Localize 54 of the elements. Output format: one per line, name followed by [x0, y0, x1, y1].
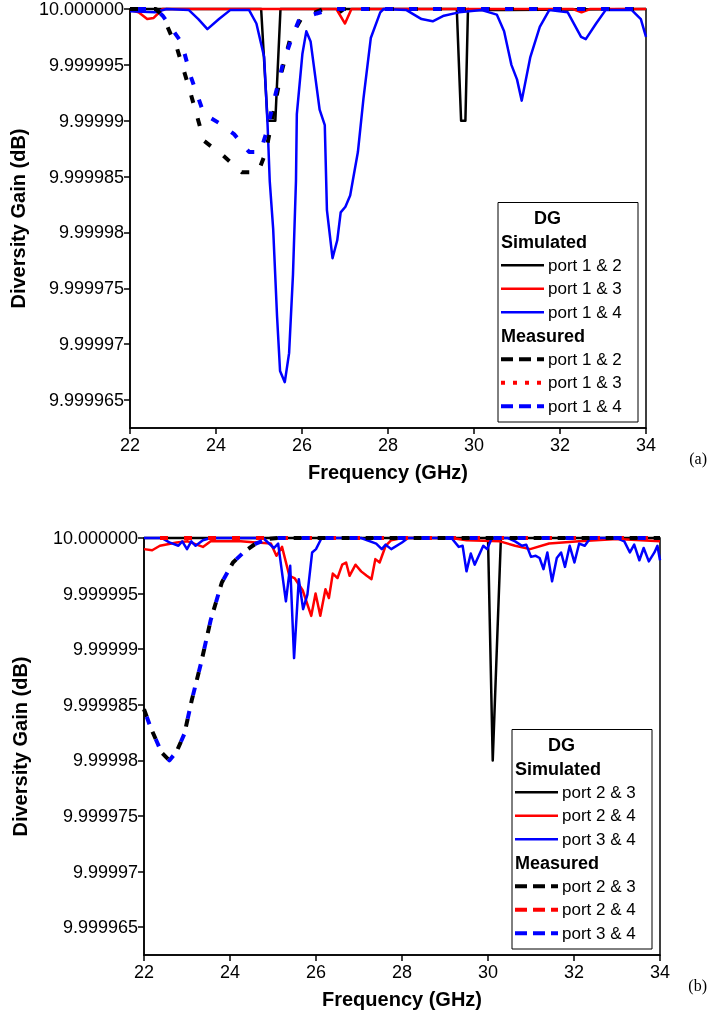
legend-label: port 3 & 4: [562, 923, 636, 943]
x-tick-label: 34: [635, 435, 657, 455]
x-tick-label: 24: [219, 962, 241, 982]
y-tick-label: 9.999985: [62, 694, 138, 715]
legend-label: port 1 & 4: [548, 302, 622, 322]
annotation: Simulated: [515, 758, 602, 779]
legend-label: port 2 & 3: [562, 876, 636, 896]
x-tick-label: 28: [391, 962, 413, 982]
x-tick-label: 34: [649, 962, 671, 982]
legend-title: DG: [534, 208, 561, 229]
y-tick-label: 9.999995: [62, 583, 138, 604]
annotation: Measured: [501, 325, 586, 346]
x-tick-label: 28: [377, 435, 399, 455]
legend-label: port 1 & 4: [548, 396, 622, 416]
x-tick-label: 24: [205, 435, 226, 455]
legend-label: port 3 & 4: [562, 829, 636, 849]
legend-label: port 1 & 3: [548, 373, 622, 393]
x-axis-title: Frequency (GHz): [321, 988, 483, 1010]
y-tick-label: 9.99999: [58, 110, 124, 131]
x-tick-label: 26: [305, 962, 327, 982]
x-tick-label: 22: [133, 962, 155, 982]
x-axis-title: Frequency (GHz): [307, 461, 469, 483]
y-tick-label: 9.999995: [48, 54, 124, 75]
y-tick-label: 9.99998: [72, 750, 138, 771]
annotation: Measured: [515, 852, 600, 873]
y-tick-label: 9.999975: [62, 806, 138, 826]
y-axis-title: Diversity Gain (dB): [9, 656, 31, 837]
x-tick-label: 30: [463, 435, 485, 455]
text: (b): [688, 976, 707, 995]
y-tick-label: 9.99998: [58, 222, 124, 243]
text: (a): [689, 449, 707, 468]
legend-label: port 1 & 2: [548, 349, 622, 369]
y-tick-label: 10.000000: [52, 528, 138, 548]
x-tick-label: 30: [477, 962, 499, 982]
legend-label: port 1 & 2: [548, 255, 622, 275]
legend-label: port 2 & 4: [562, 806, 636, 826]
x-tick-label: 26: [291, 435, 313, 455]
y-tick-label: 9.999965: [62, 917, 138, 938]
legend-label: port 1 & 3: [548, 279, 622, 299]
legend-title: DG: [548, 735, 575, 756]
y-tick-label: 9.999985: [48, 166, 124, 187]
y-tick-label: 9.99999: [72, 639, 138, 660]
y-tick-label: 9.99997: [72, 861, 138, 882]
y-tick-label: 9.99997: [58, 334, 124, 355]
x-tick-label: 22: [119, 435, 140, 455]
y-tick-label: 9.999975: [48, 278, 124, 299]
annotation: Simulated: [501, 231, 588, 252]
x-tick-label: 32: [549, 435, 571, 455]
legend-label: port 2 & 3: [562, 782, 636, 802]
y-tick-label: 9.999965: [48, 390, 124, 411]
y-axis-title: Diversity Gain (dB): [7, 128, 29, 309]
legend-label: port 2 & 4: [562, 900, 636, 920]
x-tick-label: 32: [563, 962, 585, 982]
y-tick-label: 10.000000: [38, 0, 124, 19]
